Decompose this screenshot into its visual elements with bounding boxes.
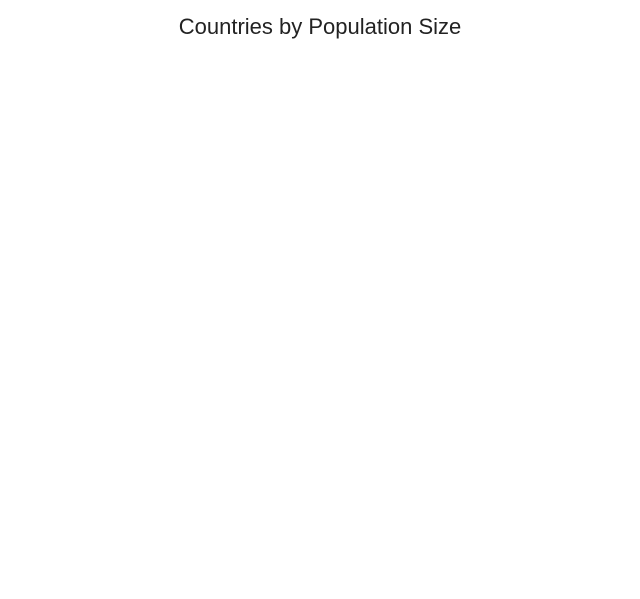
- chart-title: Countries by Population Size: [0, 14, 640, 40]
- chart-container: Countries by Population Size: [0, 0, 640, 599]
